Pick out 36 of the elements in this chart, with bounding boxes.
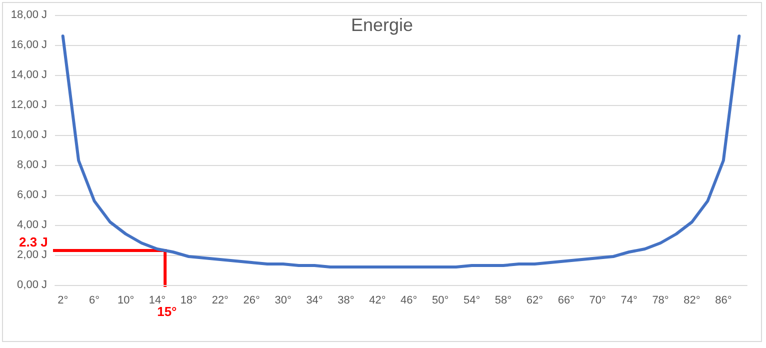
x-tick-label: 46° <box>400 294 418 306</box>
x-tick-label: 6° <box>89 294 100 306</box>
x-tick-label: 18° <box>180 294 197 306</box>
x-tick-label: 26° <box>243 294 260 306</box>
y-tick-label: 10,00 J <box>10 129 47 141</box>
y-tick-label: 2,00 J <box>17 249 47 261</box>
text: 2.3 J <box>19 234 48 250</box>
x-tick-label: 22° <box>212 294 228 306</box>
x-tick-label: 78° <box>652 294 669 306</box>
x-tick-label: 38° <box>338 294 354 306</box>
x-tick-label: 14° <box>148 294 166 306</box>
x-tick-label: 50° <box>432 294 449 306</box>
y-tick-label: 18,00 J <box>10 9 47 21</box>
x-tick-label: 58° <box>494 294 512 306</box>
x-tick-label: 74° <box>620 294 638 306</box>
x-tick-label: 66° <box>558 294 574 306</box>
x-tick-label: 54° <box>463 294 480 306</box>
x-tick-label: 86° <box>715 294 732 306</box>
y-tick-label: 0,00 J <box>17 279 47 291</box>
x-tick-label: 34° <box>306 294 323 306</box>
x-tick-label: 30° <box>274 294 292 306</box>
text: 15° <box>157 304 177 319</box>
y-tick-label: 6,00 J <box>17 189 47 201</box>
x-tick-label: 42° <box>369 294 386 306</box>
y-tick-label: 14,00 J <box>10 69 47 81</box>
x-tick-label: 2° <box>58 294 68 306</box>
y-tick-label: 4,00 J <box>17 219 47 231</box>
chart-title: Energie <box>350 15 414 35</box>
x-tick-label: 10° <box>117 294 134 306</box>
x-tick-label: 62° <box>526 294 543 306</box>
x-tick-label: 82° <box>684 294 700 306</box>
x-tick-label: 70° <box>589 294 606 306</box>
y-tick-label: 8,00 J <box>17 159 47 171</box>
line-series <box>61 34 741 268</box>
y-tick-label: 12,00 J <box>10 99 47 111</box>
y-tick-label: 16,00 J <box>10 39 47 51</box>
